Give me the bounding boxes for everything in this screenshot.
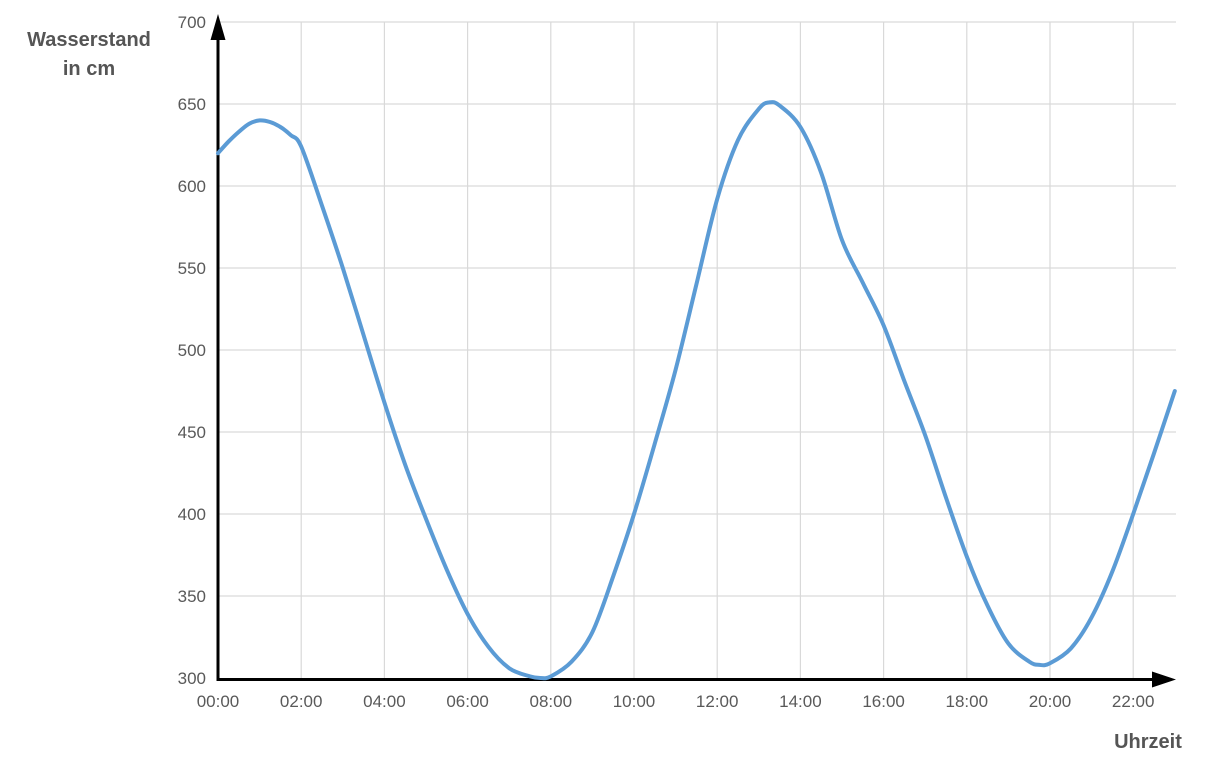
x-tick-label: 04:00 xyxy=(363,692,406,711)
y-tick-label: 450 xyxy=(178,423,206,442)
x-tick-label: 00:00 xyxy=(197,692,240,711)
x-tick-label: 14:00 xyxy=(779,692,822,711)
y-axis-arrow-icon xyxy=(210,14,226,40)
x-tick-label: 16:00 xyxy=(862,692,905,711)
y-tick-label: 400 xyxy=(178,505,206,524)
x-axis-arrow-icon xyxy=(1152,671,1176,688)
y-tick-label: 500 xyxy=(178,341,206,360)
y-axis-title: Wasserstand in cm xyxy=(14,26,164,84)
y-tick-label: 600 xyxy=(178,177,206,196)
x-tick-label: 12:00 xyxy=(696,692,739,711)
y-axis-title-line1: Wasserstand xyxy=(27,29,151,51)
y-tick-label: 700 xyxy=(178,13,206,32)
water-level-curve xyxy=(216,100,1177,681)
y-tick-label: 550 xyxy=(178,259,206,278)
x-tick-label: 18:00 xyxy=(946,692,989,711)
y-tick-label: 650 xyxy=(178,95,206,114)
x-tick-label: 22:00 xyxy=(1112,692,1155,711)
x-tick-label: 08:00 xyxy=(530,692,573,711)
x-tick-label: 06:00 xyxy=(446,692,489,711)
x-tick-label: 20:00 xyxy=(1029,692,1072,711)
x-tick-label: 02:00 xyxy=(280,692,323,711)
y-tick-label: 350 xyxy=(178,587,206,606)
x-axis-title: Uhrzeit xyxy=(1114,731,1182,753)
y-tick-label: 300 xyxy=(178,669,206,688)
y-axis-title-line2: in cm xyxy=(62,58,116,80)
x-tick-label: 10:00 xyxy=(613,692,656,711)
